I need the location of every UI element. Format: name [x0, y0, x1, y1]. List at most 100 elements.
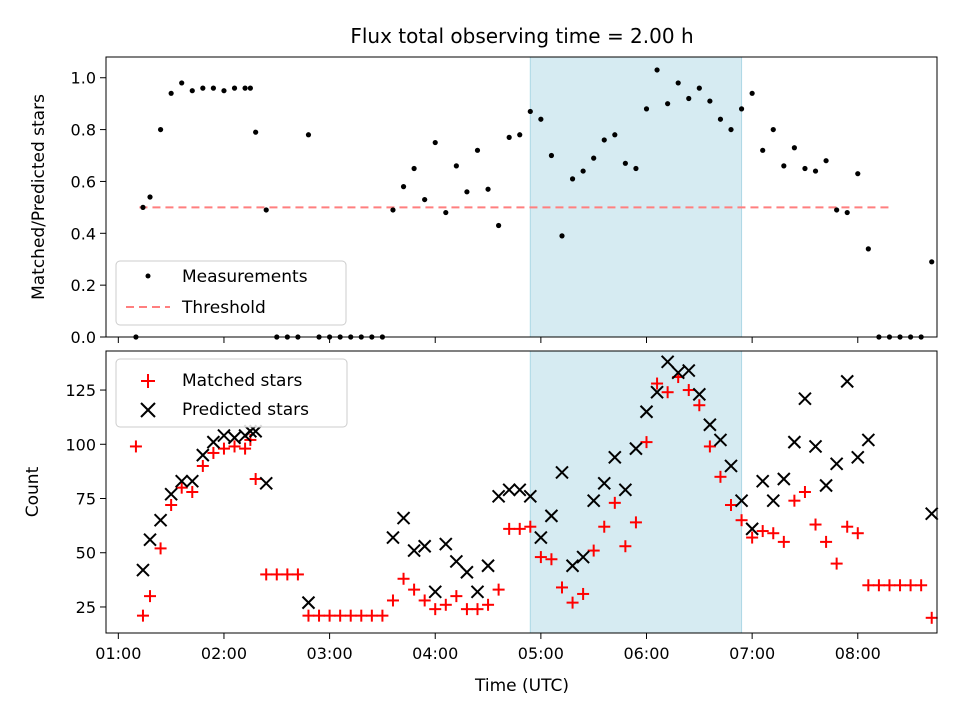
predicted-star-marker-b: [396, 511, 411, 525]
predicted-star-marker-b: [417, 539, 432, 553]
matched-star-point: [534, 551, 547, 564]
predicted-star-point: [534, 530, 548, 545]
measurement-point: [400, 184, 407, 190]
measurement-point: [643, 106, 650, 112]
matched-star-point: [809, 518, 822, 531]
predicted-star-marker-b: [386, 530, 400, 545]
predicted-star-marker-b: [586, 493, 601, 508]
measurement-point: [231, 85, 238, 91]
measurement-point: [844, 209, 850, 216]
predicted-star-point: [407, 543, 421, 558]
matched-star-point: [334, 609, 347, 622]
measurement-point: [527, 108, 533, 115]
matched-star-point: [862, 579, 875, 592]
predicted-star-marker-b: [650, 385, 664, 399]
predicted-star-marker-b: [703, 418, 717, 432]
matched-star-point: [925, 611, 938, 624]
matched-star-point: [725, 499, 738, 512]
measurement-point: [686, 95, 692, 102]
y-tick-label: 0.0: [71, 328, 96, 347]
matched-star-point: [207, 446, 220, 459]
predicted-star-point: [766, 493, 780, 508]
predicted-star-point: [555, 465, 569, 480]
measurement-point: [696, 85, 702, 91]
measurement-point: [622, 160, 628, 166]
measurement-point: [179, 80, 185, 86]
predicted-star-point: [703, 418, 717, 432]
matched-star-point: [714, 470, 727, 483]
predicted-star-marker-b: [174, 474, 189, 488]
predicted-star-point: [755, 474, 770, 488]
measurement-point: [781, 163, 787, 169]
y-tick-label: 0.2: [71, 276, 96, 295]
predicted-star-point: [745, 522, 759, 536]
matched-star-point: [129, 440, 142, 453]
measurement-point: [738, 106, 745, 112]
matched-star-point: [577, 587, 590, 600]
predicted-star-point: [470, 585, 485, 599]
top-legend: Measurements Threshold: [115, 260, 347, 326]
predicted-star-marker-b: [777, 472, 791, 486]
measurement-point: [707, 98, 713, 104]
bottom-legend: Matched stars Predicted stars: [115, 358, 348, 428]
bottom-highlight-span: [529, 350, 743, 634]
measurement-point: [717, 116, 724, 122]
measurement-point: [432, 139, 438, 146]
predicted-star-point: [502, 483, 516, 497]
predicted-star-point: [576, 550, 590, 564]
predicted-star-point: [829, 457, 844, 471]
predicted-star-point: [586, 493, 601, 508]
x-tick-label: 03:00: [307, 644, 353, 663]
x-tick-label: 05:00: [518, 644, 564, 663]
matched-star-point: [915, 579, 928, 592]
measurement-point: [559, 233, 565, 239]
predicted-star-point: [692, 387, 707, 402]
predicted-star-point: [143, 533, 157, 547]
predicted-star-point: [639, 405, 654, 419]
matched-star-point: [640, 436, 653, 449]
predicted-star-point: [713, 433, 728, 447]
measurement-point: [665, 101, 671, 107]
predicted-star-marker-b: [534, 530, 548, 545]
predicted-star-point: [734, 493, 749, 508]
x-tick-label: 08:00: [835, 644, 881, 663]
matched-star-point: [397, 572, 410, 585]
x-tick-label: 04:00: [412, 644, 458, 663]
x-tick-label: 06:00: [623, 644, 669, 663]
measurement-point: [247, 85, 253, 91]
matched-star-point: [872, 579, 885, 592]
measurement-point: [580, 168, 586, 174]
measurement-point: [242, 85, 248, 91]
predicted-star-marker-b: [671, 365, 685, 380]
matched-star-point: [682, 384, 695, 397]
predicted-star-point: [840, 374, 854, 389]
predicted-star-marker-b: [840, 374, 854, 389]
matched-star-point: [217, 442, 230, 455]
predicted-star-marker-b: [808, 439, 823, 454]
measurement-point: [538, 116, 544, 122]
matched-star-point: [545, 553, 558, 566]
predicted-star-marker-b: [143, 533, 157, 547]
measurement-point: [675, 80, 681, 86]
matched-star-point: [228, 440, 241, 453]
predicted-star-point: [386, 530, 400, 545]
measurement-point: [770, 126, 776, 133]
predicted-star-marker-b: [185, 474, 199, 488]
legend-matched-label: Matched stars: [182, 371, 302, 391]
matched-star-point: [175, 481, 188, 494]
measurement-point: [569, 176, 576, 182]
legend-measurement-marker: [145, 273, 151, 279]
legend-threshold-label: Threshold: [181, 298, 266, 318]
legend-matched-marker: [141, 374, 155, 388]
predicted-star-marker-b: [301, 595, 316, 610]
predicted-star-marker-b: [629, 441, 643, 456]
predicted-star-marker-b: [470, 585, 485, 599]
matched-star-point: [439, 598, 452, 611]
predicted-star-marker-b: [639, 405, 654, 419]
predicted-star-point: [417, 539, 432, 553]
predicted-star-marker-b: [925, 506, 939, 521]
matched-star-point: [841, 520, 854, 533]
measurement-point: [601, 137, 607, 143]
matched-star-point: [165, 499, 178, 512]
matched-star-point: [249, 472, 262, 485]
